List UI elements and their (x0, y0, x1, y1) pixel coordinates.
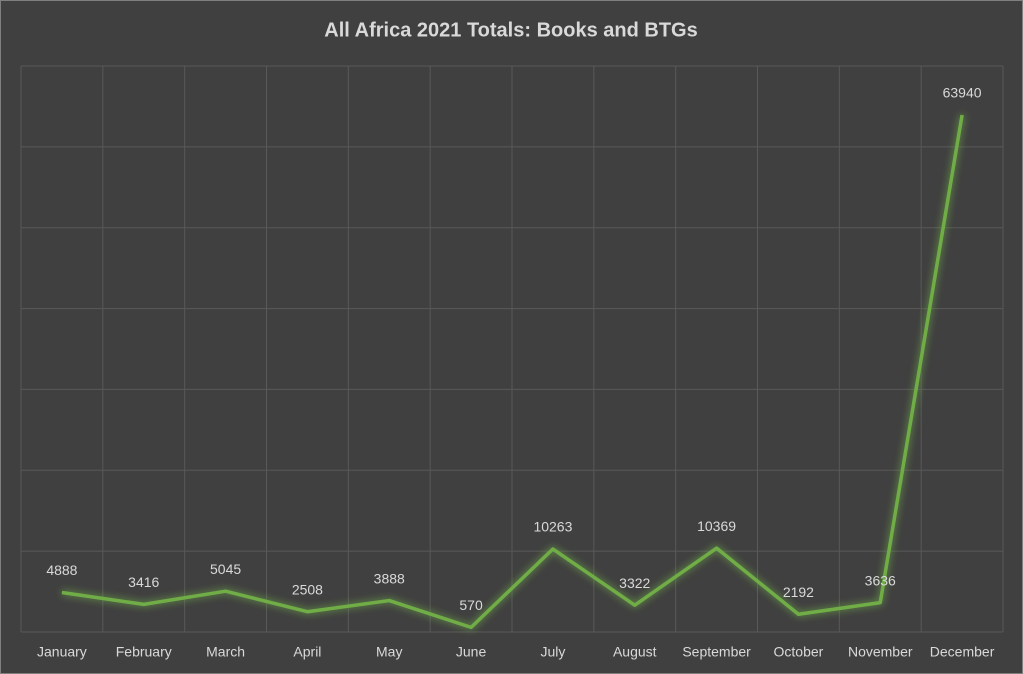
data-label: 10369 (697, 518, 736, 534)
x-tick-label: October (774, 644, 824, 660)
data-label: 4888 (46, 562, 77, 578)
data-label: 570 (459, 597, 483, 613)
x-tick-label: January (37, 644, 87, 660)
data-line (61, 114, 964, 630)
data-label: 2192 (783, 584, 814, 600)
x-tick-label: September (682, 644, 751, 660)
data-label: 10263 (533, 519, 572, 535)
data-label: 3416 (128, 574, 159, 590)
x-tick-label: February (116, 644, 172, 660)
data-label: 3888 (374, 570, 405, 586)
x-tick-label: March (206, 644, 245, 660)
x-tick-label: April (293, 644, 321, 660)
x-tick-label: June (456, 644, 487, 660)
x-tick-label: December (930, 644, 995, 660)
chart-title: All Africa 2021 Totals: Books and BTGs (324, 19, 697, 41)
data-label: 63940 (943, 85, 982, 101)
x-tick-label: November (848, 644, 913, 660)
x-tick-label: May (376, 644, 402, 660)
x-tick-label: July (540, 644, 565, 660)
x-tick-label: August (613, 644, 657, 660)
data-label: 2508 (292, 581, 323, 597)
data-label: 5045 (210, 561, 241, 577)
data-label: 3322 (619, 575, 650, 591)
data-label: 3636 (865, 572, 896, 588)
